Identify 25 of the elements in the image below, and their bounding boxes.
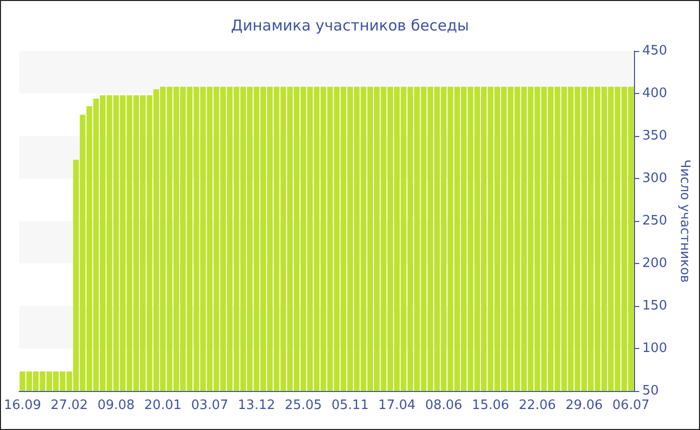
x-tick-label: 22.06 — [518, 398, 556, 413]
x-tick-label: 13.12 — [238, 398, 276, 413]
x-tick-label: 05.11 — [332, 398, 369, 413]
x-tick-label: 27.02 — [50, 398, 88, 413]
y-axis-title: Число участников — [677, 159, 692, 283]
y-tick-label: 450 — [642, 44, 668, 58]
y-tick-label: 200 — [642, 256, 668, 271]
y-tick-label: 300 — [642, 171, 668, 186]
x-tick-label: 09.08 — [97, 398, 135, 413]
x-tick-label: 29.06 — [566, 398, 603, 413]
x-tick-label: 25.05 — [284, 398, 322, 413]
x-tick-label: 03.07 — [191, 398, 228, 413]
y-tick-label: 50 — [642, 384, 659, 398]
y-tick-label: 150 — [642, 298, 668, 314]
x-tick-label: 17.04 — [378, 398, 416, 413]
x-tick-label: 06.07 — [612, 398, 650, 413]
y-tick-label: 350 — [642, 128, 668, 144]
y-tick-label: 250 — [642, 214, 668, 228]
chart-title: Динамика участников беседы — [230, 16, 470, 34]
x-tick-label: 20.01 — [144, 398, 182, 413]
x-tick-label: 08.06 — [425, 398, 462, 413]
y-tick-label: 100 — [642, 341, 668, 356]
x-tick-label: 15.06 — [472, 398, 510, 413]
x-tick-label: 16.09 — [4, 398, 42, 413]
y-tick-label: 400 — [642, 86, 668, 101]
